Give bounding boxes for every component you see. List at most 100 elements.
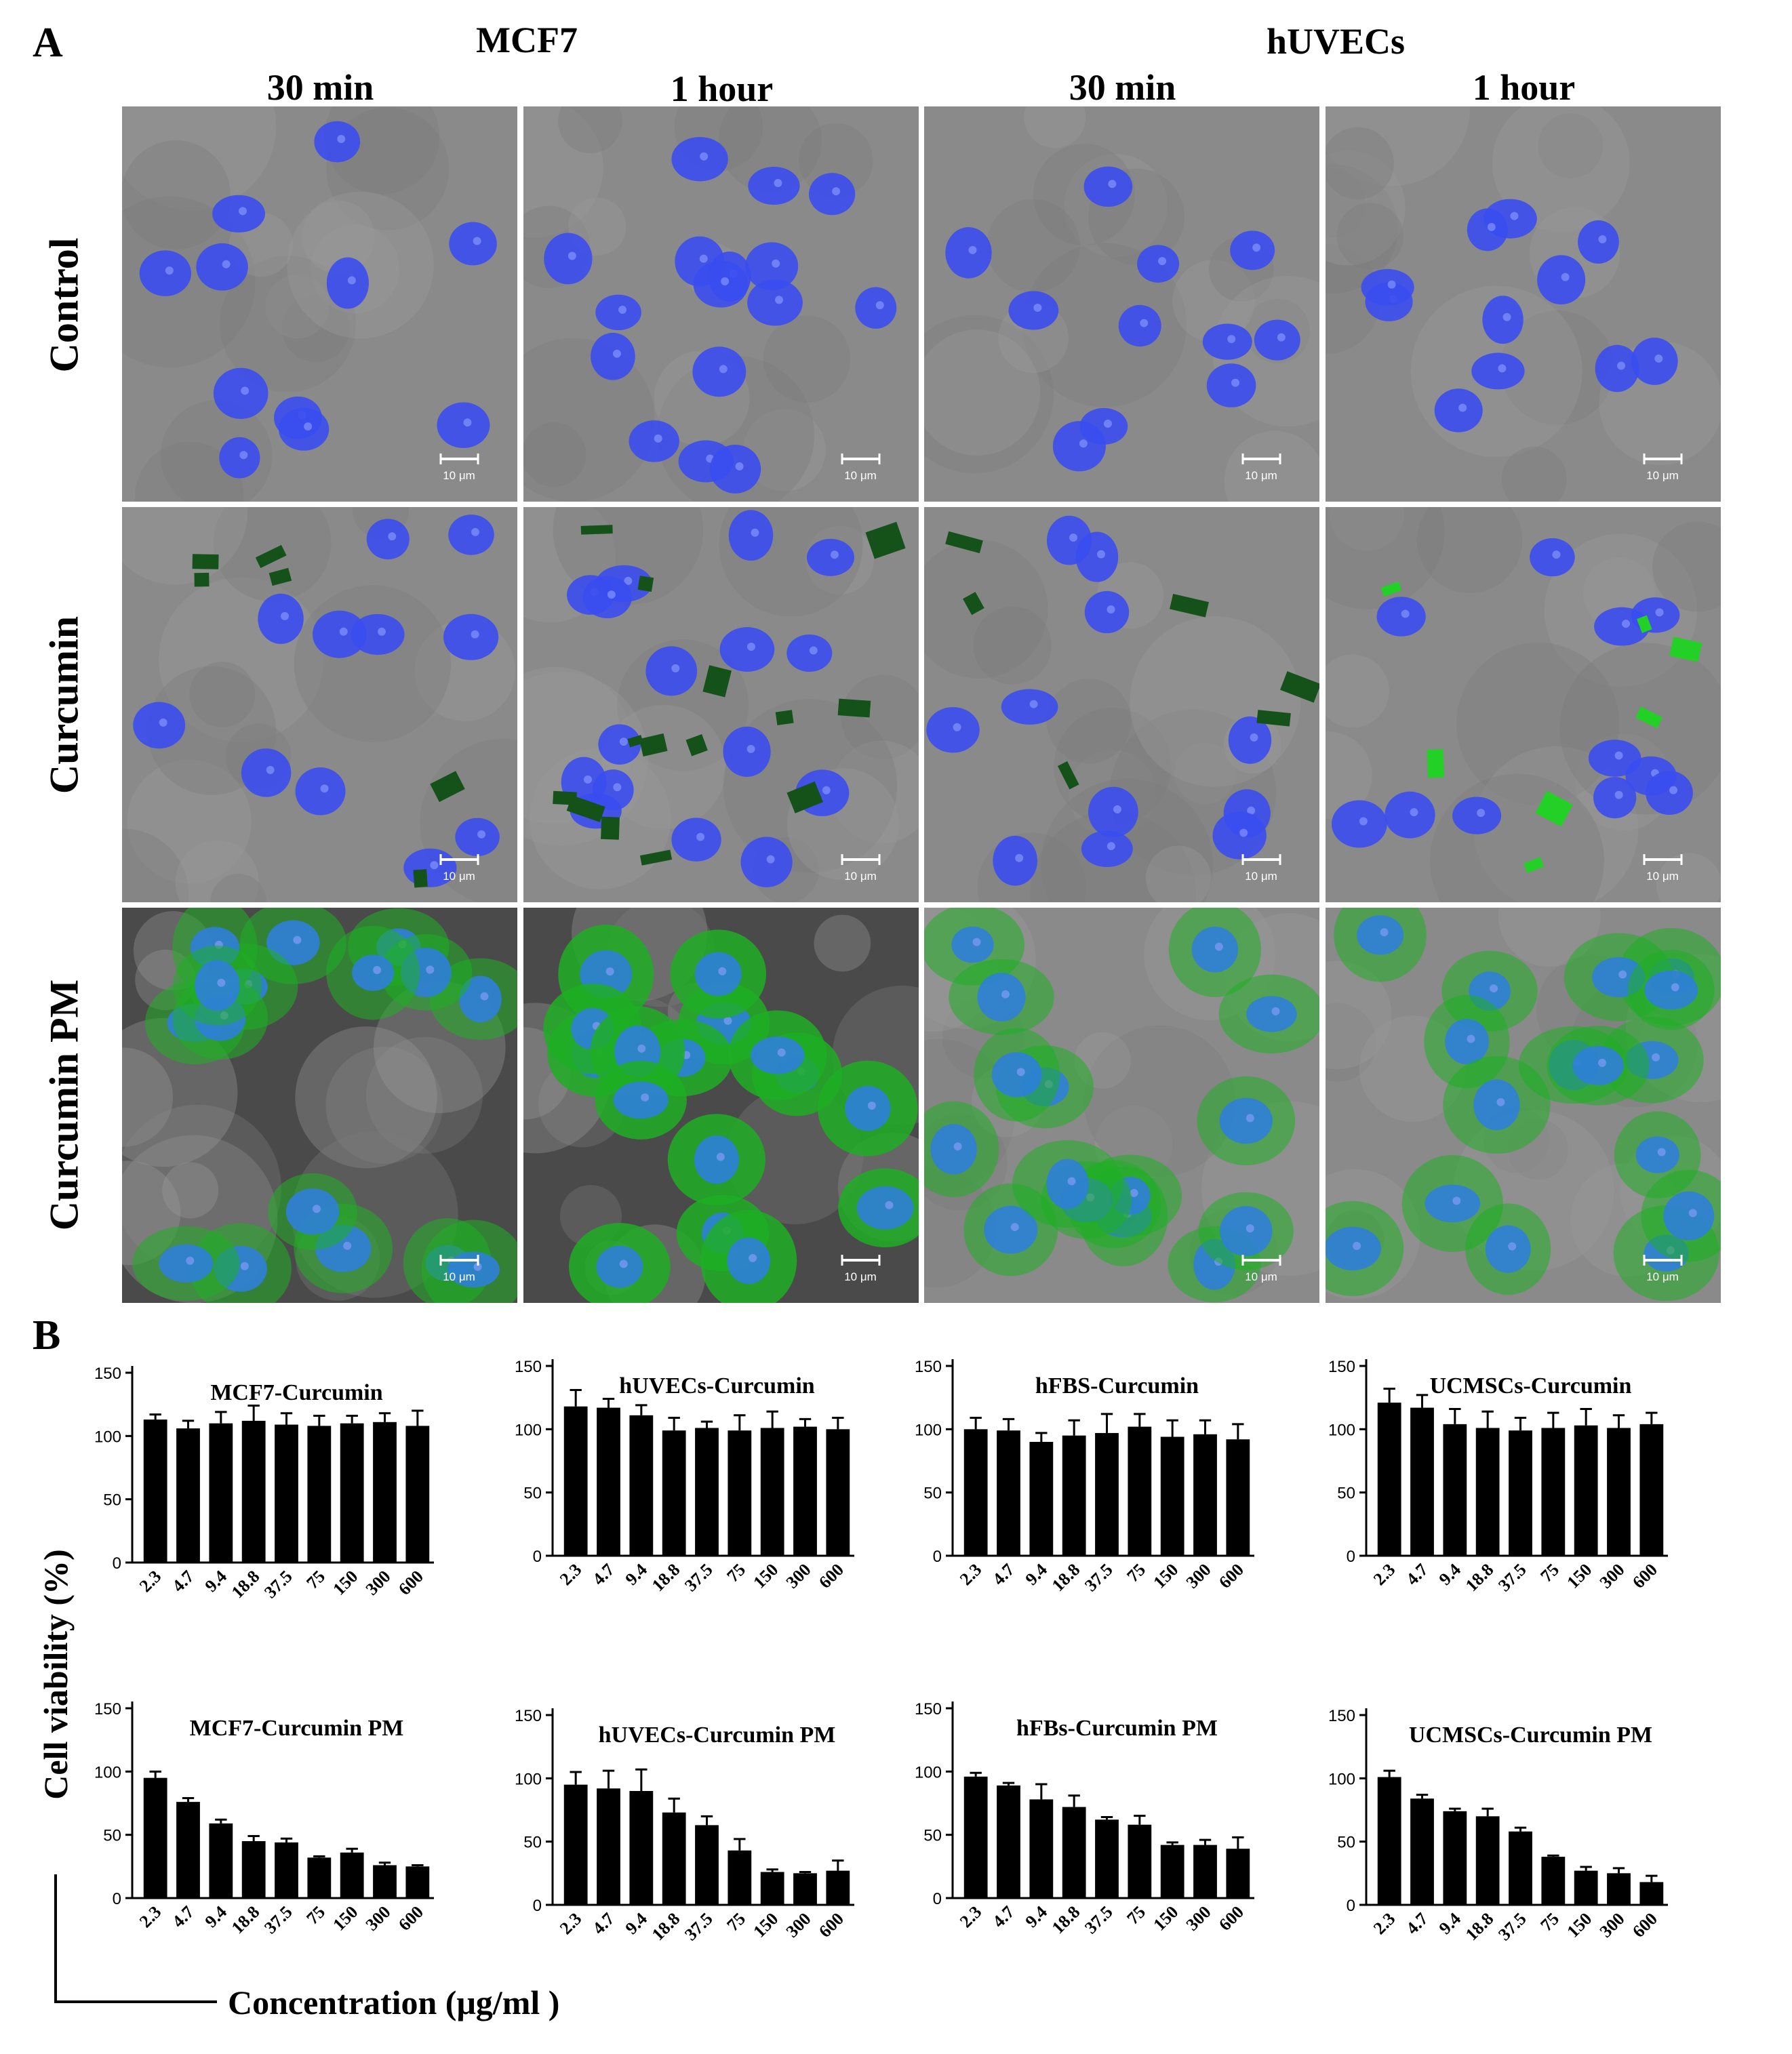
chart-svg: hFBs-Curcumin PM 0 50 100 150 2.3 4.7 9.418.837…	[915, 1700, 1254, 1937]
bar	[563, 1406, 588, 1556]
y-tick-label: 50	[1337, 1834, 1355, 1852]
scale-bar-label: 10 μm	[443, 1270, 475, 1283]
micrograph-curcumin-pm-mcf7-1hour: 10 μm	[523, 908, 919, 1303]
chart-svg: UCMSCs-Curcumin PM 0 50 100 150 2.3 4.7 9.418.8…	[1328, 1707, 1668, 1945]
x-tick-label: 4.7	[989, 1902, 1018, 1931]
bar	[728, 1850, 752, 1905]
chart-title: MCF7-Curcumin PM	[190, 1716, 404, 1741]
x-tick-label: 150	[329, 1902, 361, 1935]
chart-svg: MCF7-Curcumin PM 0 50 100 150 2.3 4.7 9.418.837…	[94, 1700, 434, 1938]
col-title-mcf7-30min: 30 min	[266, 67, 374, 108]
bar	[1574, 1870, 1598, 1905]
scale-bar-label: 10 μm	[1646, 870, 1679, 883]
x-tick-label: 75	[723, 1909, 749, 1935]
bar	[826, 1870, 850, 1905]
x-tick-label: 18.8	[1462, 1909, 1498, 1945]
bar	[1541, 1428, 1566, 1556]
chart-title: UCMSCs-Curcumin PM	[1409, 1723, 1652, 1748]
chart-svg: hUVECs-Curcumin PM 0 50 100 150 2.3 4.7 9.418.8…	[515, 1707, 854, 1944]
scale-bar-label: 10 μm	[443, 469, 475, 482]
x-tick-label: 75	[723, 1560, 749, 1586]
bar	[793, 1873, 817, 1905]
bar	[597, 1788, 620, 1905]
x-tick-label: 18.8	[228, 1902, 264, 1938]
micrograph-curcumin-huvecs-1hour: 10 μm	[1326, 507, 1721, 902]
bar	[1410, 1407, 1434, 1556]
y-tick-label: 50	[103, 1827, 121, 1845]
y-tick-label: 150	[94, 1700, 121, 1718]
chart-huvecs-curcumin-pm: hUVECs-Curcumin PM 0 50 100 150 2.3 4.7 9.4 18.8…	[475, 1688, 895, 1976]
bar	[662, 1812, 686, 1905]
chart-title: UCMSCs-Curcumin	[1430, 1373, 1632, 1398]
bar	[1029, 1799, 1054, 1898]
x-tick-label: 150	[329, 1567, 361, 1599]
bar	[1639, 1882, 1664, 1905]
bar	[143, 1419, 167, 1563]
chart-title: hUVECs-Curcumin PM	[599, 1723, 836, 1748]
x-tick-label: 300	[782, 1560, 815, 1592]
col-title-huvecs-30min: 30 min	[1069, 67, 1176, 108]
bar	[997, 1785, 1020, 1898]
bar	[760, 1428, 784, 1556]
x-tick-label: 600	[1629, 1560, 1661, 1592]
micrograph-control-huvecs-1hour: 10 μm	[1326, 106, 1721, 502]
bar	[1193, 1845, 1217, 1898]
x-tick-label: 150	[1563, 1560, 1595, 1592]
x-tick-label: 9.4	[622, 1560, 651, 1589]
x-tick-label: 75	[1536, 1909, 1563, 1935]
y-tick-label: 100	[915, 1421, 942, 1439]
row-title-control: Control	[41, 237, 87, 373]
bar	[662, 1430, 686, 1556]
bar	[1160, 1845, 1184, 1898]
chart-title: hFBs-Curcumin PM	[1016, 1716, 1218, 1741]
bar	[1607, 1428, 1631, 1556]
col-title-mcf7-1hour: 1 hour	[670, 68, 774, 109]
bar	[1128, 1426, 1152, 1556]
x-tick-label: 4.7	[168, 1902, 197, 1931]
chart-svg: hUVECs-Curcumin 0 50 100 150 2.3 4.7 9.418.837.…	[515, 1358, 854, 1595]
x-tick-label: 9.4	[1435, 1909, 1465, 1938]
micrograph-curcumin-mcf7-30min: 10 μm	[122, 507, 517, 902]
scale-bar-label: 10 μm	[844, 1270, 877, 1283]
chart-ucmscs-curcumin: UCMSCs-Curcumin 0 50 100 150 2.3 4.7 9.4 18.8 37.…	[1288, 1339, 1709, 1627]
bar	[373, 1865, 397, 1898]
y-tick-label: 0	[1347, 1897, 1355, 1915]
y-tick-label: 150	[915, 1700, 942, 1718]
x-tick-label: 4.7	[1402, 1560, 1431, 1589]
chart-title: hUVECs-Curcumin	[619, 1373, 815, 1398]
y-tick-label: 50	[1337, 1485, 1355, 1503]
x-tick-label: 600	[815, 1909, 848, 1941]
y-tick-label: 150	[1328, 1358, 1355, 1376]
x-tick-label: 300	[1182, 1902, 1215, 1935]
micrograph-curcumin-pm-huvecs-1hour: 10 μm	[1326, 908, 1721, 1303]
bar	[241, 1841, 266, 1898]
y-tick-label: 0	[113, 1890, 121, 1908]
x-tick-label: 4.7	[1402, 1909, 1431, 1938]
bar	[963, 1429, 988, 1556]
x-tick-label: 9.4	[201, 1902, 231, 1931]
x-tick-label: 150	[1149, 1902, 1182, 1935]
scale-bar-label: 10 μm	[844, 469, 877, 482]
panel-a-letter: A	[33, 20, 63, 66]
micrograph-control-mcf7-30min: 10 μm	[122, 106, 517, 502]
x-tick-label: 2.3	[136, 1567, 165, 1596]
x-tick-label: 37.5	[1081, 1560, 1117, 1596]
x-tick-label: 150	[1149, 1560, 1182, 1592]
x-tick-label: 37.5	[260, 1567, 296, 1603]
x-tick-label: 2.3	[556, 1909, 585, 1938]
bar	[695, 1825, 719, 1905]
x-tick-label: 300	[782, 1909, 815, 1941]
bar	[793, 1426, 817, 1556]
bar	[1160, 1436, 1184, 1556]
y-tick-label: 100	[94, 1428, 121, 1446]
x-tick-label: 2.3	[1370, 1560, 1399, 1589]
bar	[1062, 1807, 1086, 1898]
micrograph-control-mcf7-1hour: 10 μm	[523, 106, 919, 502]
y-tick-label: 150	[515, 1358, 542, 1376]
chart-mcf7-curcumin: MCF7-Curcumin 0 50 100 150 2.3 4.7 9.4 18.8 37.5 7…	[54, 1346, 475, 1634]
bar	[1443, 1811, 1467, 1905]
bar	[405, 1866, 430, 1898]
chart-ucmscs-curcumin-pm: UCMSCs-Curcumin PM 0 50 100 150 2.3 4.7 9.4 18.8…	[1288, 1688, 1709, 1976]
y-tick-label: 0	[533, 1548, 542, 1566]
bar	[1541, 1857, 1566, 1905]
